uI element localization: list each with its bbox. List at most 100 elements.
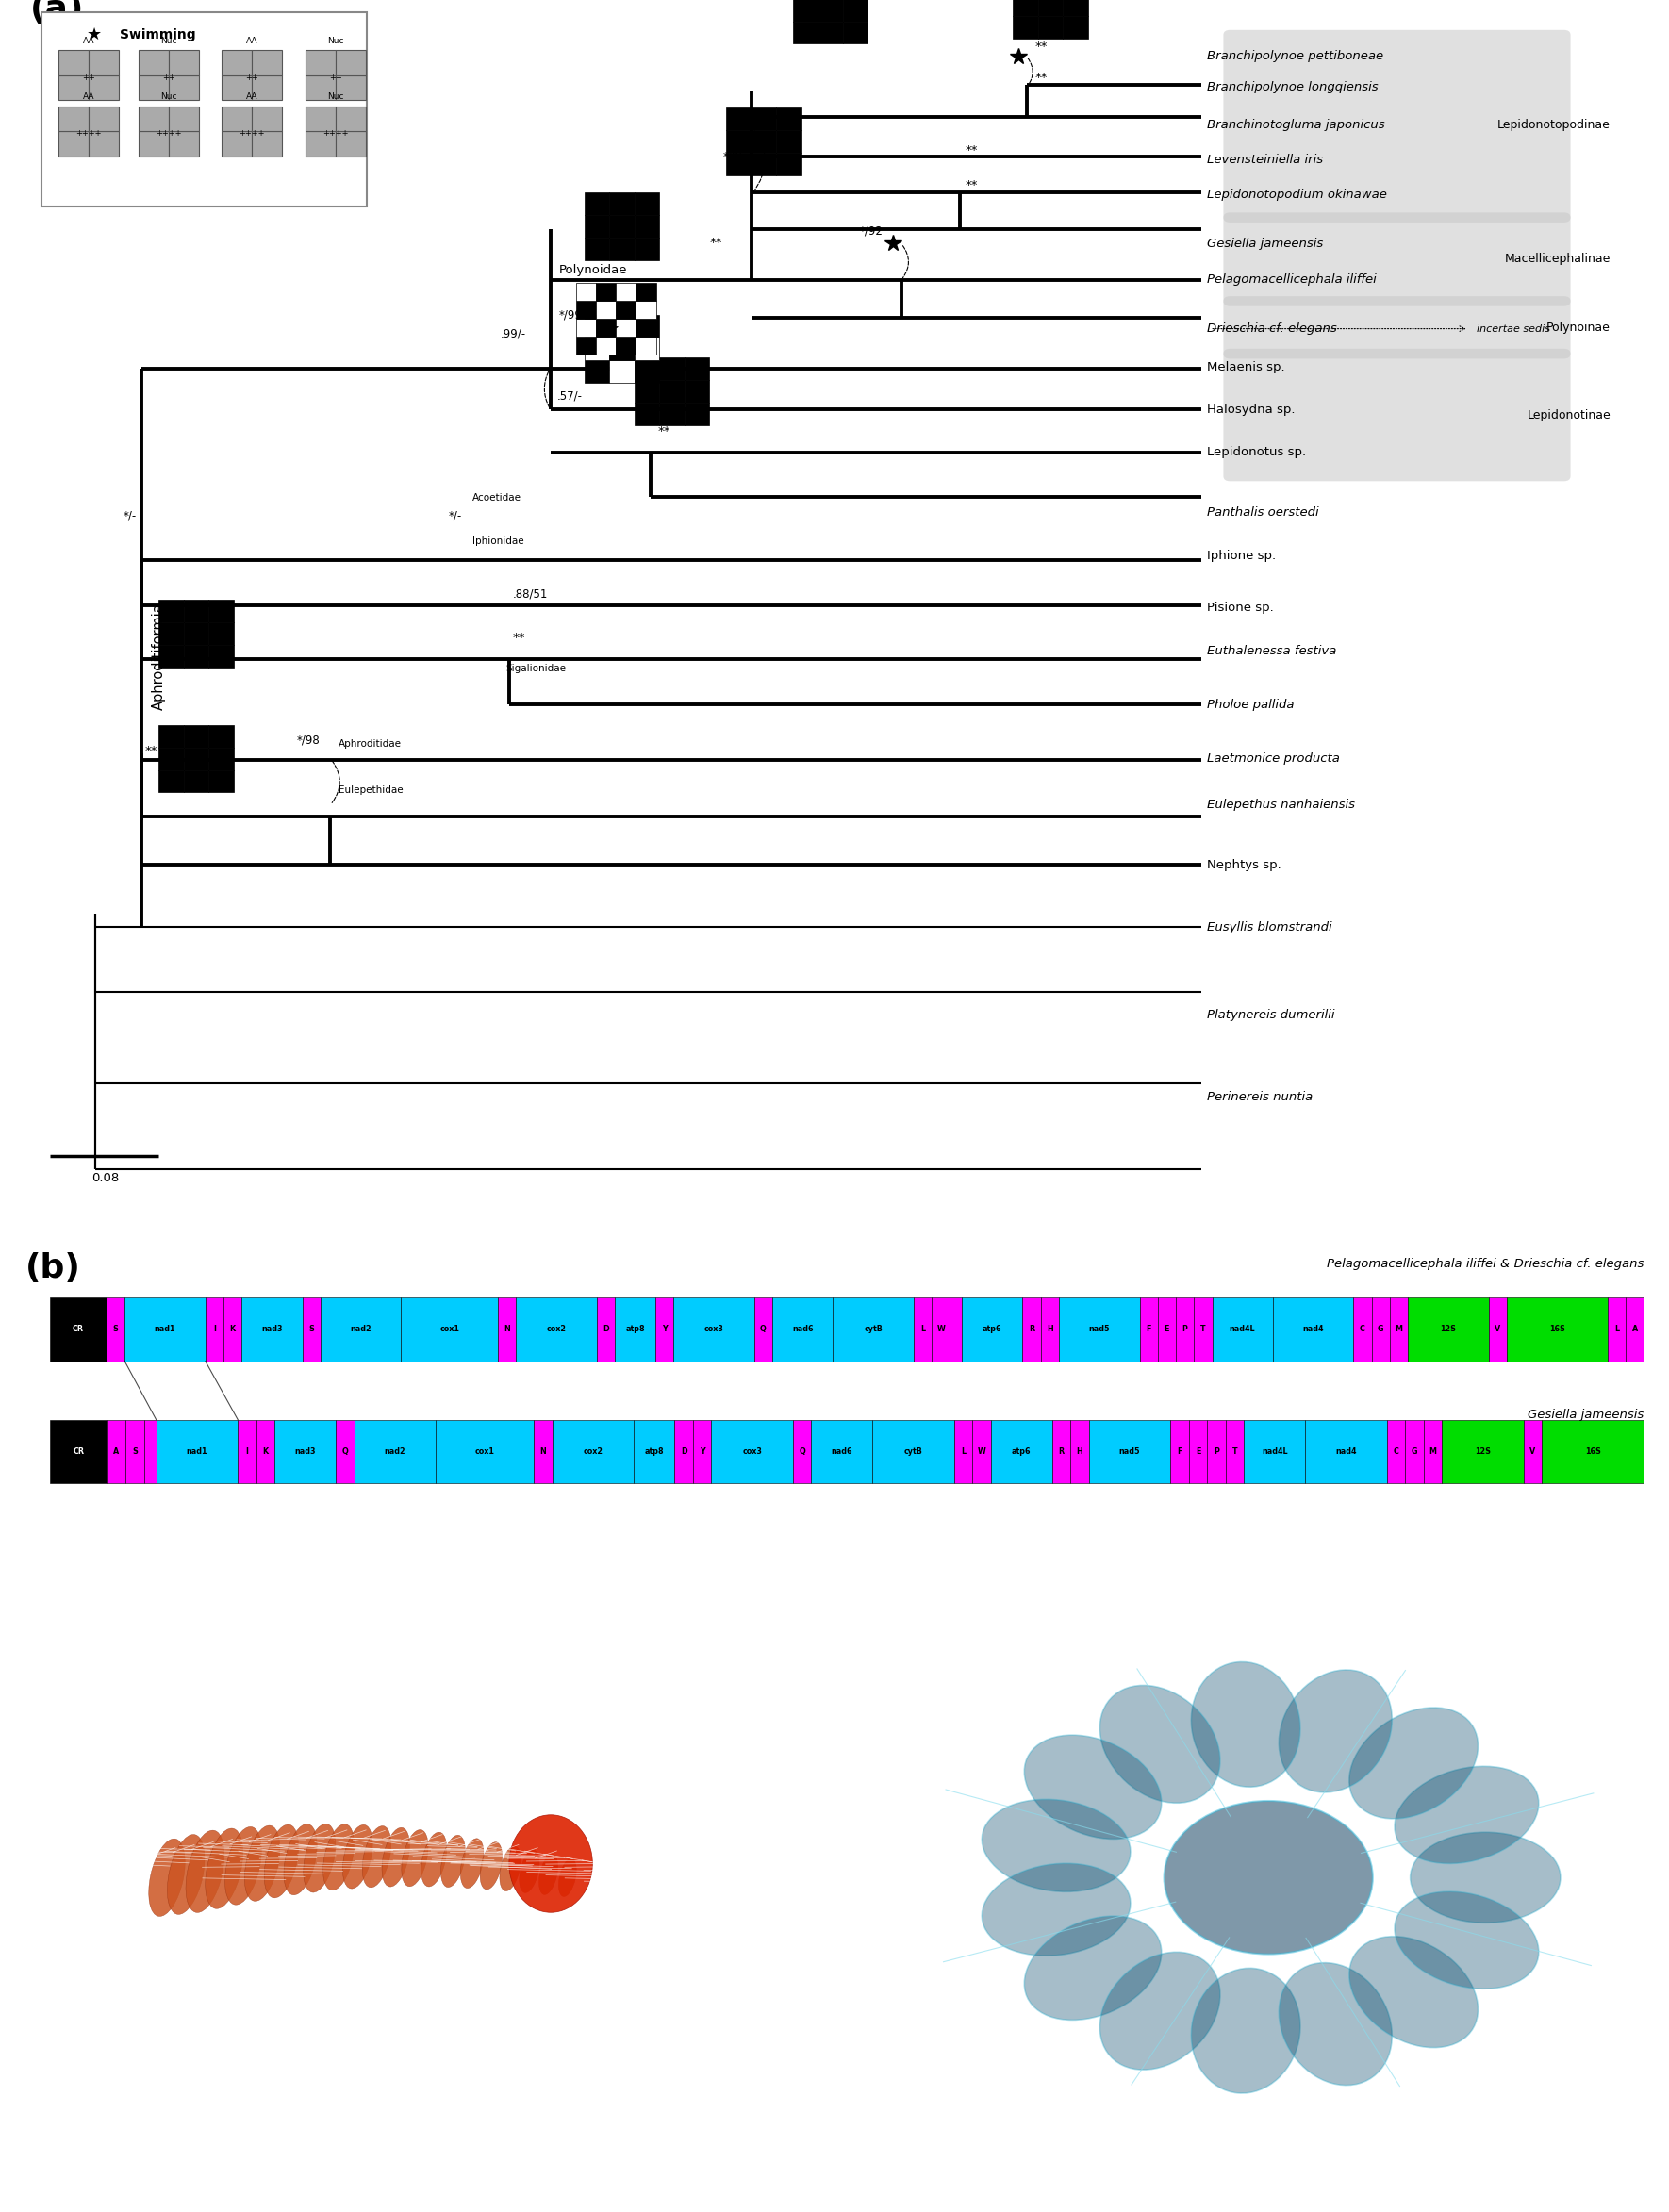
Bar — [636, 283, 656, 301]
Bar — [596, 301, 616, 319]
Text: nad3: nad3 — [262, 1325, 282, 1334]
Bar — [634, 358, 659, 380]
Bar — [584, 192, 609, 215]
Bar — [843, 0, 868, 22]
Bar — [335, 106, 366, 131]
Bar — [320, 1298, 401, 1360]
Bar — [793, 1420, 811, 1484]
Bar — [751, 153, 776, 175]
Text: Drieschia cf. elegans: Drieschia cf. elegans — [1207, 323, 1337, 334]
Text: V: V — [1495, 1325, 1500, 1334]
Bar — [209, 748, 234, 770]
Bar — [674, 1298, 754, 1360]
Text: 16S: 16S — [1549, 1325, 1566, 1334]
Text: cytB: cytB — [905, 1447, 923, 1455]
Text: Q: Q — [759, 1325, 766, 1334]
Text: Branchipolynoe longqiensis: Branchipolynoe longqiensis — [1207, 82, 1379, 93]
Bar — [157, 1420, 237, 1484]
Bar — [576, 336, 596, 354]
Bar — [1273, 1298, 1354, 1360]
Text: Swimming: Swimming — [120, 29, 197, 42]
Bar — [1038, 0, 1063, 15]
Text: F: F — [1147, 1325, 1152, 1334]
Text: Levensteiniella iris: Levensteiniella iris — [1207, 155, 1324, 166]
Text: **: ** — [965, 144, 978, 157]
Text: **: ** — [145, 745, 159, 757]
Text: N: N — [504, 1325, 511, 1334]
Ellipse shape — [342, 1825, 372, 1889]
Text: Y: Y — [699, 1447, 704, 1455]
Bar — [634, 1420, 674, 1484]
Text: AA: AA — [245, 38, 259, 44]
Bar — [598, 1298, 614, 1360]
Bar — [209, 622, 234, 646]
Text: Acoetidae: Acoetidae — [472, 493, 521, 502]
Text: cox2: cox2 — [546, 1325, 566, 1334]
Bar — [1489, 1298, 1507, 1360]
Text: Eulepethidae: Eulepethidae — [339, 785, 404, 794]
Bar — [1442, 1420, 1524, 1484]
Text: Panthalis oerstedi: Panthalis oerstedi — [1207, 507, 1319, 518]
Bar — [50, 1420, 107, 1484]
Bar — [693, 1420, 711, 1484]
Bar — [818, 0, 843, 22]
Bar — [209, 770, 234, 792]
Ellipse shape — [539, 1854, 557, 1896]
Text: **: ** — [709, 237, 723, 248]
Ellipse shape — [362, 1825, 391, 1887]
Bar — [609, 215, 634, 237]
Ellipse shape — [481, 1843, 502, 1889]
Bar — [913, 1298, 931, 1360]
Text: M: M — [1429, 1447, 1437, 1455]
Text: E: E — [1165, 1325, 1170, 1334]
Bar — [818, 22, 843, 44]
FancyBboxPatch shape — [1223, 212, 1571, 305]
Bar — [726, 153, 751, 175]
Bar — [159, 646, 184, 668]
Bar — [991, 1420, 1051, 1484]
Bar — [335, 131, 366, 157]
Bar — [1158, 1298, 1177, 1360]
Ellipse shape — [1395, 1891, 1539, 1989]
Bar — [516, 1298, 598, 1360]
Bar — [58, 131, 88, 157]
Bar — [636, 336, 656, 354]
Text: nad4L: nad4L — [1230, 1325, 1255, 1334]
Bar — [1626, 1298, 1644, 1360]
Text: */95: */95 — [723, 150, 746, 161]
Ellipse shape — [1192, 1661, 1300, 1787]
Bar — [584, 314, 609, 338]
Bar — [335, 51, 366, 75]
Bar — [335, 1420, 354, 1484]
Bar — [58, 75, 88, 100]
Text: I: I — [214, 1325, 215, 1334]
Bar — [305, 51, 335, 75]
Text: nad4: nad4 — [1335, 1447, 1357, 1455]
FancyBboxPatch shape — [1223, 349, 1571, 482]
Text: **: ** — [512, 630, 526, 644]
Bar — [684, 380, 709, 403]
Text: atp6: atp6 — [1011, 1447, 1031, 1455]
Bar — [751, 108, 776, 131]
Text: (a): (a) — [30, 0, 83, 27]
Ellipse shape — [981, 1863, 1130, 1955]
Ellipse shape — [382, 1827, 409, 1887]
Text: nad5: nad5 — [1088, 1325, 1110, 1334]
Text: Perinereis nuntia: Perinereis nuntia — [1207, 1091, 1312, 1104]
Bar — [1170, 1420, 1188, 1484]
Bar — [159, 770, 184, 792]
Bar — [58, 106, 88, 131]
Bar — [305, 131, 335, 157]
Bar — [793, 0, 818, 22]
Bar — [1140, 1298, 1158, 1360]
Text: atp6: atp6 — [983, 1325, 1001, 1334]
Ellipse shape — [284, 1825, 317, 1896]
Text: AA: AA — [82, 38, 95, 44]
Text: nad1: nad1 — [155, 1325, 175, 1334]
Text: nad2: nad2 — [384, 1447, 406, 1455]
Text: Q: Q — [342, 1447, 349, 1455]
Text: Iphionidae: Iphionidae — [472, 538, 524, 546]
Bar — [159, 748, 184, 770]
Text: Eusyllis blomstrandi: Eusyllis blomstrandi — [1207, 920, 1332, 933]
Bar — [616, 283, 636, 301]
